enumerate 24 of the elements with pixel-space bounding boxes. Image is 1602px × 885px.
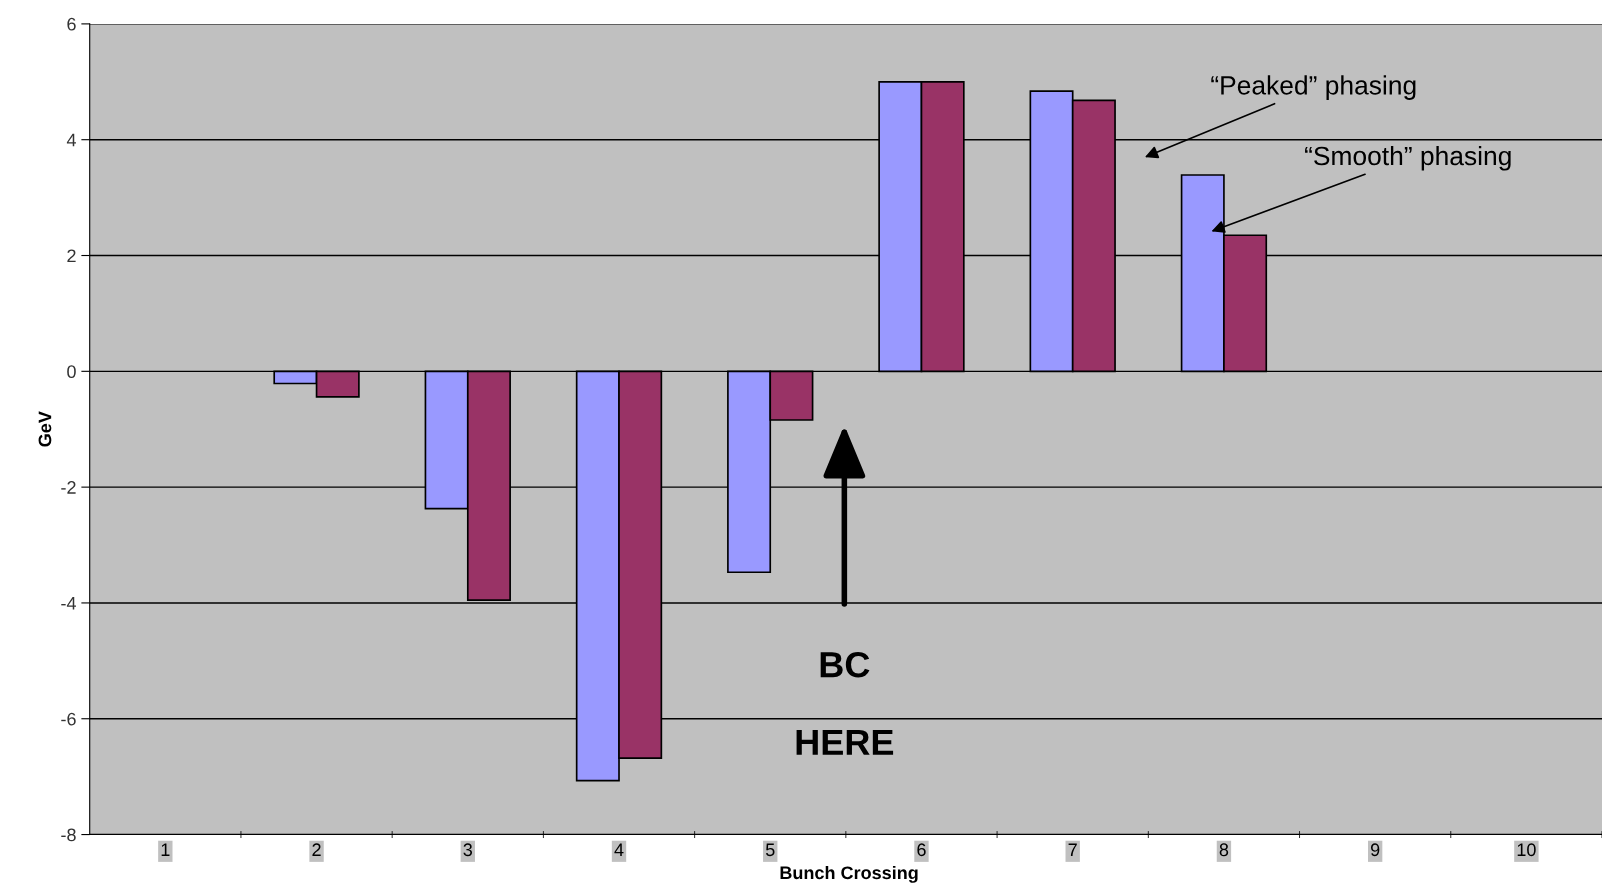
x-tick-label: 9 xyxy=(1370,843,1380,857)
y-tick-label: -2 xyxy=(61,481,76,494)
y-tick-label: 4 xyxy=(66,133,76,147)
annotation: “Peaked” phasing xyxy=(1211,75,1416,100)
y-tick-label: 2 xyxy=(67,249,76,263)
x-tick-label: 8 xyxy=(1219,843,1229,857)
y-tick-label: -8 xyxy=(61,828,76,842)
annotation: “Smooth” phasing xyxy=(1305,145,1511,171)
y-tick-label: -6 xyxy=(61,712,76,726)
x-tick-label: 5 xyxy=(765,843,775,857)
annotation: HERE xyxy=(796,729,894,755)
x-tick-label: 4 xyxy=(614,843,624,856)
y-axis-title: GeV xyxy=(38,411,52,447)
x-tick-label: 7 xyxy=(1068,843,1077,856)
x-tick-label: 2 xyxy=(312,843,321,856)
y-tick-label: -4 xyxy=(61,597,76,610)
annotation: BC xyxy=(820,651,870,678)
y-tick-label: 6 xyxy=(67,17,76,31)
x-tick-label: 6 xyxy=(917,843,926,857)
x-tick-label: 10 xyxy=(1517,843,1536,857)
x-tick-label: 3 xyxy=(463,843,473,857)
x-tick-label: 1 xyxy=(161,843,170,856)
x-axis-title: Bunch Crossing xyxy=(780,865,918,883)
y-tick-label: 0 xyxy=(67,365,76,379)
